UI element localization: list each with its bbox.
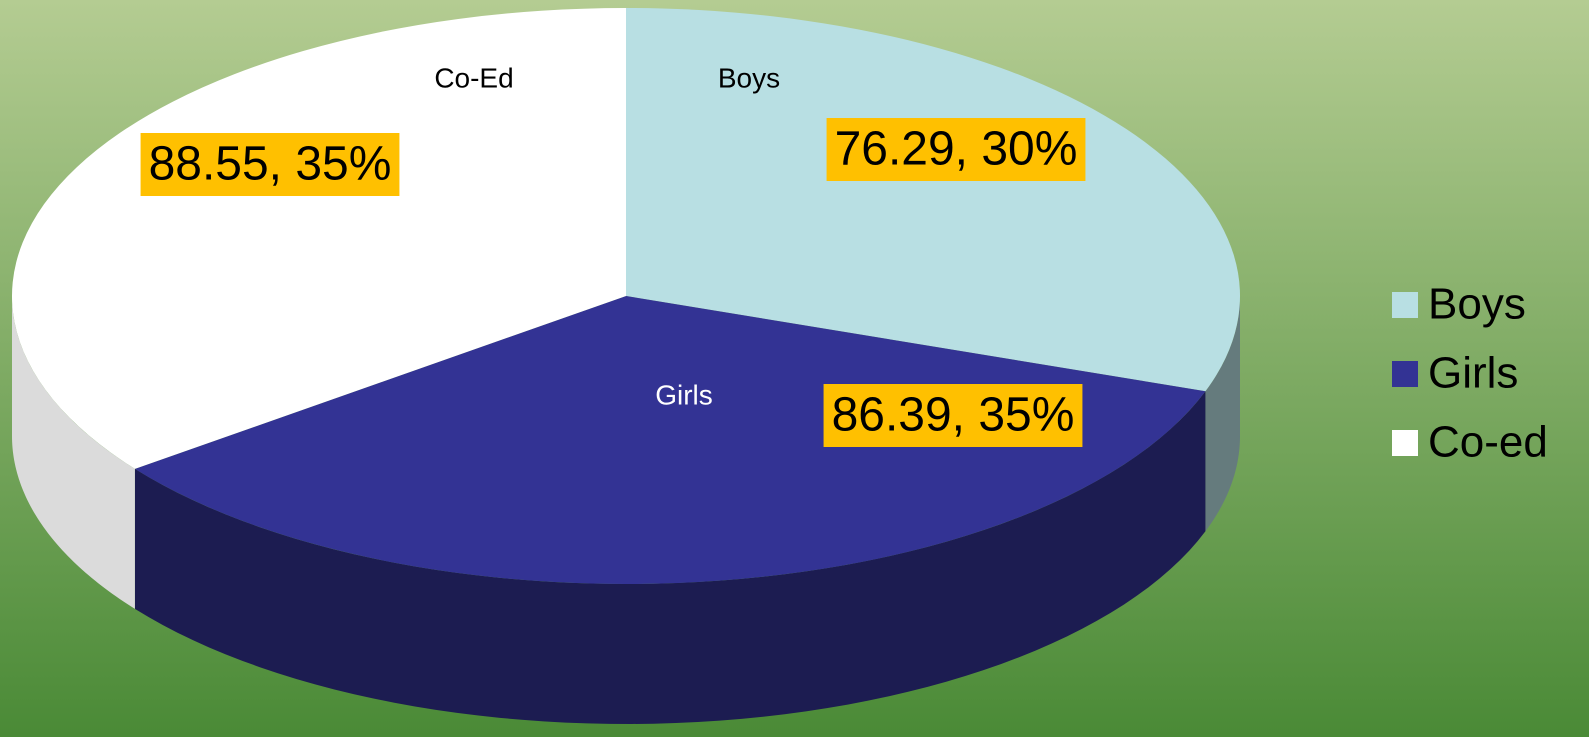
legend-swatch [1392, 292, 1418, 318]
legend-label: Girls [1428, 349, 1518, 398]
data-label: 76.29, 30% [835, 123, 1078, 176]
data-label-box [140, 133, 400, 196]
slice-label: Co-Ed [434, 62, 513, 93]
legend-label: Co-ed [1428, 418, 1548, 467]
slice-side [134, 391, 1206, 724]
data-label: 88.55, 35% [149, 138, 392, 191]
slice-side [12, 296, 135, 609]
slice-label: Girls [655, 379, 713, 410]
slice [134, 296, 1206, 584]
slice [626, 8, 1240, 392]
slice [11, 8, 627, 469]
data-label-box [826, 118, 1086, 181]
slice-label: Boys [718, 62, 780, 93]
legend-swatch [1392, 361, 1418, 387]
data-label-box [823, 384, 1083, 447]
slice-side [1205, 296, 1240, 532]
legend-swatch [1392, 430, 1418, 456]
data-label: 86.39, 35% [832, 389, 1075, 442]
legend-label: Boys [1428, 280, 1526, 329]
